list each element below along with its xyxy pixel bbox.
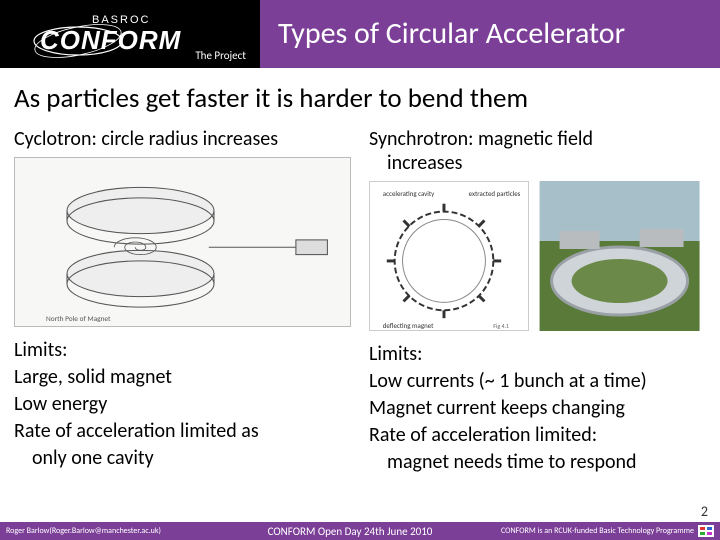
synchrotron-limit-2: Magnet current keeps changing	[369, 395, 706, 422]
synchrotron-schematic: accelerating cavity extracted particles …	[369, 181, 529, 331]
svg-text:North Pole of Magnet: North Pole of Magnet	[46, 314, 111, 323]
synchrotron-limit-1: Low currents (~ 1 bunch at a time)	[369, 368, 706, 395]
cyclotron-limit-3: Rate of acceleration limited as	[14, 418, 351, 445]
svg-text:extracted particles: extracted particles	[469, 189, 521, 198]
limits-label: Limits:	[369, 341, 706, 368]
cyclotron-limits: Limits: Large, solid magnet Low energy R…	[14, 337, 351, 472]
slide-header: BASROC CONFORM The Project Types of Circ…	[0, 0, 720, 68]
cyclotron-column: Cyclotron: circle radius increases North…	[14, 127, 351, 476]
svg-text:deflecting magnet: deflecting magnet	[383, 321, 434, 330]
limits-label: Limits:	[14, 337, 351, 364]
synchrotron-limits: Limits: Low currents (~ 1 bunch at a tim…	[369, 341, 706, 476]
slide-title: Types of Circular Accelerator	[260, 0, 720, 68]
cyclotron-title: Cyclotron: circle radius increases	[14, 127, 351, 151]
footer-programme-text: CONFORM is an RCUK-funded Basic Technolo…	[501, 526, 694, 536]
svg-text:Fig 4.1: Fig 4.1	[493, 322, 509, 330]
slide-footer: Roger Barlow(Roger.Barlow@manchester.ac.…	[0, 522, 720, 540]
project-label: The Project	[195, 49, 246, 62]
synchrotron-limit-3b: magnet needs time to respond	[369, 449, 706, 476]
slide-body: As particles get faster it is harder to …	[0, 68, 720, 476]
synchrotron-limit-3: Rate of acceleration limited:	[369, 422, 706, 449]
rcuk-icon	[698, 525, 714, 537]
synchrotron-title: Synchrotron: magnetic field increases	[369, 127, 706, 175]
synchrotron-title-l1: Synchrotron: magnetic field	[369, 127, 593, 151]
logo-block: BASROC CONFORM The Project	[0, 0, 260, 68]
headline: As particles get faster it is harder to …	[14, 82, 706, 115]
cyclotron-svg: North Pole of Magnet	[15, 158, 350, 326]
slide-number: 2	[701, 503, 708, 520]
synchrotron-column: Synchrotron: magnetic field increases	[369, 127, 706, 476]
cyclotron-limit-1: Large, solid magnet	[14, 364, 351, 391]
synchrotron-photo	[533, 181, 706, 331]
footer-event: CONFORM Open Day 24th June 2010	[226, 525, 474, 538]
synchrotron-title-l2: increases	[369, 151, 462, 175]
footer-author: Roger Barlow(Roger.Barlow@manchester.ac.…	[6, 526, 226, 536]
synchrotron-diagram: accelerating cavity extracted particles …	[369, 181, 706, 331]
cyclotron-limit-2: Low energy	[14, 391, 351, 418]
two-columns: Cyclotron: circle radius increases North…	[14, 127, 706, 476]
footer-programme: CONFORM is an RCUK-funded Basic Technolo…	[474, 525, 714, 537]
svg-text:accelerating cavity: accelerating cavity	[383, 189, 435, 198]
cyclotron-limit-3b: only one cavity	[14, 445, 351, 472]
cyclotron-diagram: North Pole of Magnet	[14, 157, 351, 327]
